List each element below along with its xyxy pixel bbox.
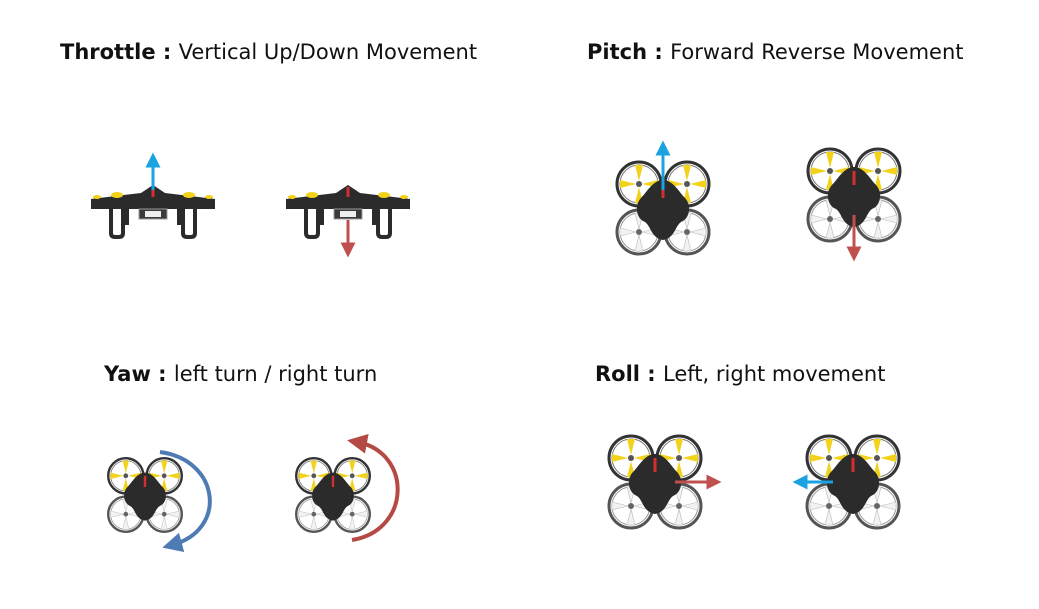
left-turn-arrow-icon [159,450,212,553]
throttle-up-figure [89,152,217,239]
yaw-sep: : [150,362,174,386]
pitch-term: Pitch [587,40,648,64]
throttle-desc: Vertical Up/Down Movement [178,40,478,64]
pitch-forward-figure [617,140,709,254]
roll-right-figure [609,436,722,528]
yaw-caption: Yaw : left turn / right turn [104,362,377,386]
pitch-sep: : [647,40,671,64]
pitch-reverse-figure [808,149,900,262]
roll-caption: Roll : Left, right movement [595,362,885,386]
throttle-caption: Throttle : Vertical Up/Down Movement [60,40,477,64]
right-turn-arrow-icon [347,433,400,542]
yaw-left-figure [108,450,212,553]
throttle-down-figure [284,183,412,258]
throttle-term: Throttle [60,40,156,64]
yaw-term: Yaw [104,362,151,386]
pitch-desc: Forward Reverse Movement [670,40,964,64]
yaw-desc: left turn / right turn [173,362,378,386]
yaw-right-figure [296,433,400,542]
pitch-caption: Pitch : Forward Reverse Movement [587,40,964,64]
roll-term: Roll [595,362,640,386]
roll-desc: Left, right movement [663,362,886,386]
roll-sep: : [640,362,664,386]
roll-left-figure [792,436,899,528]
throttle-sep: : [155,40,179,64]
